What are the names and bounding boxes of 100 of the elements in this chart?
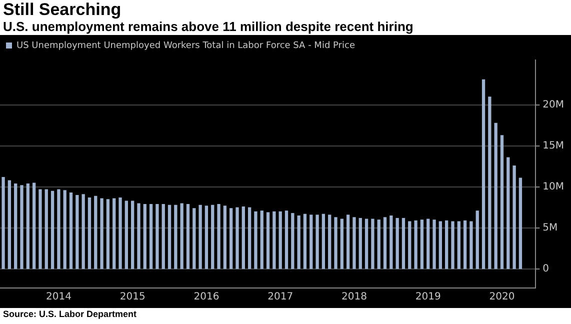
bar: [174, 204, 178, 269]
x-tick-label: 2018: [342, 292, 367, 303]
bar: [518, 178, 522, 269]
bar: [44, 189, 48, 269]
bar: [512, 165, 516, 269]
bar: [8, 180, 12, 269]
bar: [180, 203, 184, 269]
bar: [500, 135, 504, 269]
bar: [112, 198, 116, 269]
bar: [137, 203, 140, 269]
y-tick-label: 0: [542, 264, 550, 275]
bar: [408, 221, 412, 269]
bar: [168, 204, 172, 269]
y-tick-label: 5M: [542, 222, 558, 234]
legend-label: US Unemployment Unemployed Workers Total in Labor Force SA - Mid Price: [16, 40, 356, 51]
bar: [63, 190, 66, 269]
x-tick-label: 2016: [194, 292, 220, 303]
bar: [494, 122, 498, 269]
chart-title: Still Searching: [2, 0, 122, 19]
bar: [50, 190, 54, 269]
bar: [88, 197, 92, 269]
bar: [432, 220, 436, 269]
bar: [284, 210, 288, 269]
x-tick-label: 2015: [120, 292, 146, 303]
bar: [26, 184, 30, 269]
bar: [328, 214, 332, 269]
bar: [156, 204, 159, 269]
bar: [414, 220, 418, 269]
bar: [303, 214, 307, 269]
bar: [186, 204, 190, 269]
bar: [334, 217, 338, 269]
bar: [106, 199, 110, 269]
bar: [383, 217, 387, 269]
chart-subtitle: U.S. unemployment remains above 11 million despite recent hiring: [2, 19, 414, 35]
bar: [217, 204, 220, 269]
y-tick-label: 10M: [542, 182, 564, 193]
bar: [272, 211, 276, 269]
bar: [211, 204, 214, 269]
bar: [223, 206, 227, 269]
bar: [124, 200, 128, 269]
bar: [32, 182, 36, 269]
bar: [476, 210, 479, 269]
bar: [192, 208, 196, 269]
bar: [204, 206, 208, 269]
bar: [451, 221, 454, 269]
x-tick-label: 2014: [46, 292, 72, 303]
bar: [242, 206, 245, 269]
bar: [162, 204, 165, 269]
bar: [57, 189, 60, 269]
bar: [260, 210, 264, 269]
bar: [316, 214, 319, 269]
bar: [266, 212, 270, 269]
bar: [346, 214, 350, 269]
bar: [118, 197, 122, 269]
bar: [506, 157, 510, 269]
bar: [291, 213, 294, 269]
y-tick-label: 20M: [542, 100, 564, 111]
bar: [488, 96, 492, 269]
bar: [322, 214, 326, 269]
bar: [38, 189, 42, 269]
bar: [149, 204, 153, 269]
bar: [143, 204, 146, 269]
bar: [14, 184, 18, 269]
bar: [278, 211, 282, 269]
bar: [82, 194, 85, 269]
bar: [20, 185, 24, 269]
bar: [371, 218, 374, 269]
bar: [470, 221, 473, 269]
bar: [94, 196, 98, 269]
bar: [100, 198, 104, 269]
bar: [340, 218, 344, 269]
bar: [364, 218, 368, 269]
x-tick-label: 2020: [489, 292, 515, 303]
bar: [131, 200, 134, 269]
source-note: Source: U.S. Labor Department: [2, 308, 138, 320]
bar: [310, 214, 313, 269]
bar: [2, 176, 5, 269]
bar: [457, 221, 460, 269]
bar: [297, 216, 300, 269]
bar: [445, 220, 448, 269]
bar: [377, 220, 380, 269]
bar: [358, 218, 362, 269]
bar: [482, 79, 486, 269]
x-tick-label: 2017: [268, 292, 294, 303]
bar: [254, 211, 258, 269]
bar: [76, 194, 79, 269]
bar: [248, 207, 252, 269]
bar: [426, 218, 430, 269]
bar: [69, 192, 73, 269]
bar: [352, 217, 356, 269]
bar: [198, 204, 202, 269]
bar: [402, 218, 406, 269]
bar: [230, 208, 233, 269]
x-tick-label: 2019: [415, 292, 441, 303]
bar: [438, 221, 442, 269]
bar: [390, 216, 393, 269]
bar: [463, 220, 467, 269]
bar: [420, 220, 424, 269]
y-tick-label: 15M: [542, 140, 564, 152]
bar: [236, 207, 239, 269]
